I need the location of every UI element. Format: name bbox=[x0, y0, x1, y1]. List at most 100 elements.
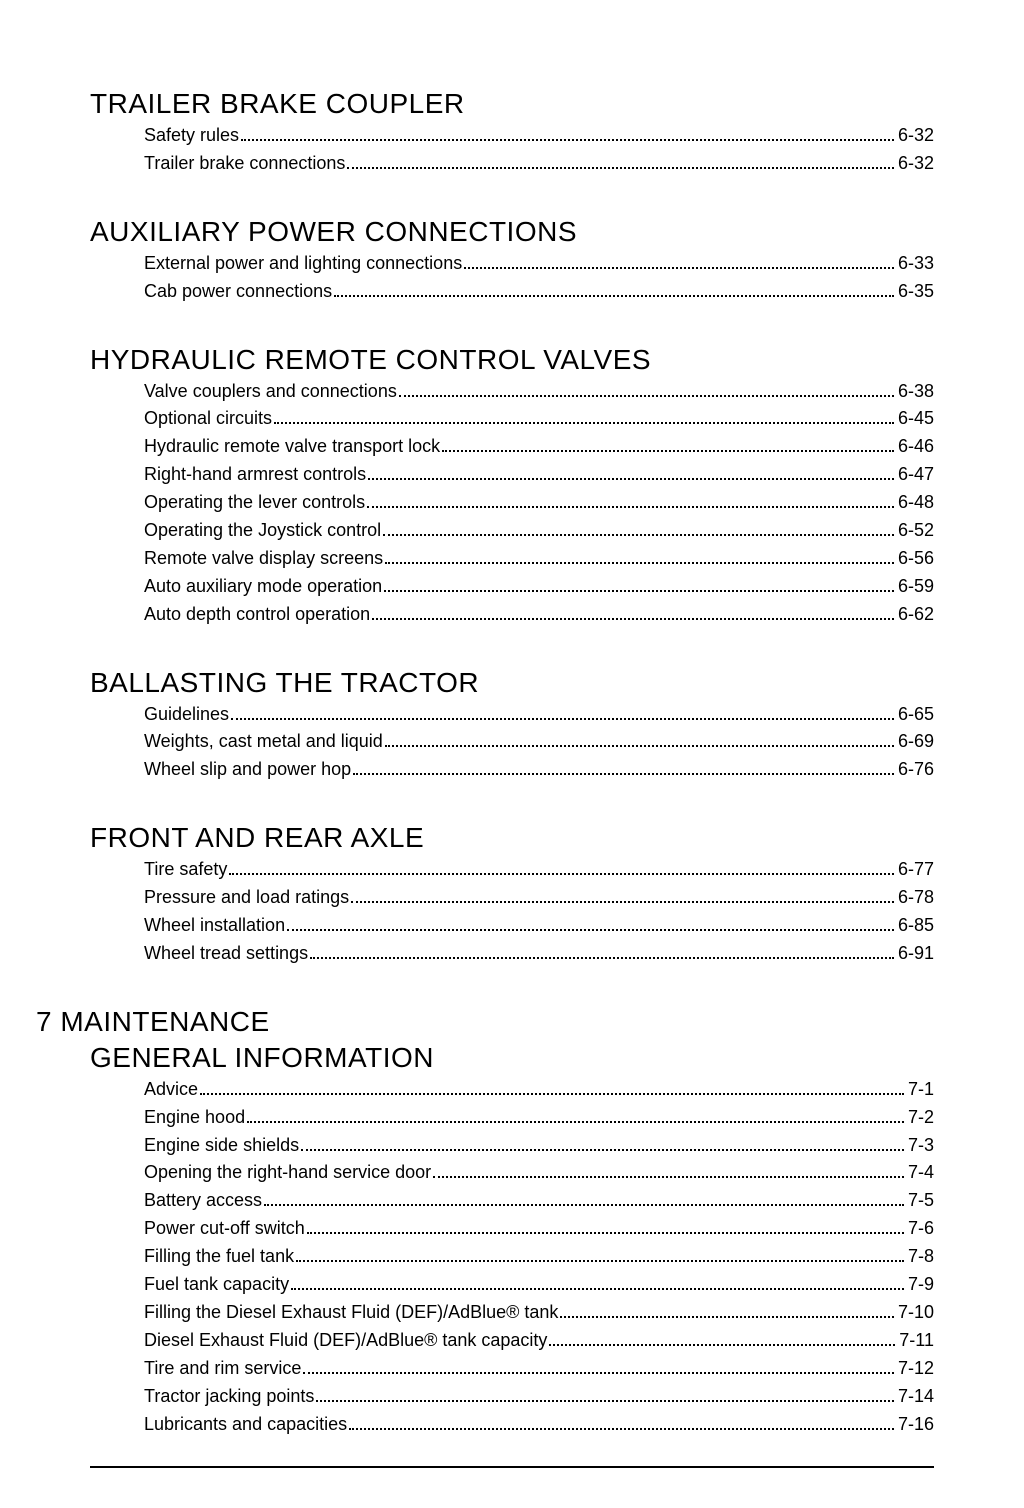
toc-label: Operating the Joystick control bbox=[144, 517, 381, 545]
toc-label: Weights, cast metal and liquid bbox=[144, 728, 383, 756]
toc-line: Filling the Diesel Exhaust Fluid (DEF)/A… bbox=[144, 1299, 934, 1327]
section-heading: FRONT AND REAR AXLE bbox=[90, 822, 934, 854]
dot-leader bbox=[310, 957, 894, 959]
toc-page: 7-16 bbox=[898, 1411, 934, 1439]
toc-line: Diesel Exhaust Fluid (DEF)/AdBlue® tank … bbox=[144, 1327, 934, 1355]
toc-line: Remote valve display screens 6-56 bbox=[144, 545, 934, 573]
toc-page: 6-91 bbox=[898, 940, 934, 968]
toc-label: Trailer brake connections bbox=[144, 150, 345, 178]
toc-line: Right-hand armrest controls 6-47 bbox=[144, 461, 934, 489]
dot-leader bbox=[200, 1093, 904, 1095]
toc-label: Auto depth control operation bbox=[144, 601, 370, 629]
dot-leader bbox=[296, 1260, 904, 1262]
section-heading: GENERAL INFORMATION bbox=[90, 1042, 934, 1074]
toc-label: Battery access bbox=[144, 1187, 262, 1215]
dot-leader bbox=[464, 267, 894, 269]
toc-line: Advice 7-1 bbox=[144, 1076, 934, 1104]
toc-label: Guidelines bbox=[144, 701, 229, 729]
toc-page: 6-69 bbox=[898, 728, 934, 756]
toc-page: 7-1 bbox=[908, 1076, 934, 1104]
toc-label: Engine side shields bbox=[144, 1132, 299, 1160]
toc-page: 6-78 bbox=[898, 884, 934, 912]
toc-page: 6-32 bbox=[898, 150, 934, 178]
toc-page: 6-52 bbox=[898, 517, 934, 545]
toc-line: Tractor jacking points 7-14 bbox=[144, 1383, 934, 1411]
toc-page: 7-10 bbox=[898, 1299, 934, 1327]
toc-page: 6-65 bbox=[898, 701, 934, 729]
dot-leader bbox=[247, 1121, 904, 1123]
section-heading: BALLASTING THE TRACTOR bbox=[90, 667, 934, 699]
toc-line: Auto depth control operation 6-62 bbox=[144, 601, 934, 629]
toc-line: Filling the fuel tank 7-8 bbox=[144, 1243, 934, 1271]
toc-label: Diesel Exhaust Fluid (DEF)/AdBlue® tank … bbox=[144, 1327, 547, 1355]
toc-line: Guidelines 6-65 bbox=[144, 701, 934, 729]
toc-label: Filling the Diesel Exhaust Fluid (DEF)/A… bbox=[144, 1299, 558, 1327]
toc-section: AUXILIARY POWER CONNECTIONS External pow… bbox=[90, 216, 934, 306]
toc-label: Remote valve display screens bbox=[144, 545, 383, 573]
toc-line: Operating the Joystick control 6-52 bbox=[144, 517, 934, 545]
toc-line: Trailer brake connections 6-32 bbox=[144, 150, 934, 178]
toc-page: 7-9 bbox=[908, 1271, 934, 1299]
toc-label: Wheel slip and power hop bbox=[144, 756, 351, 784]
dot-leader bbox=[231, 718, 894, 720]
toc-line: Wheel installation 6-85 bbox=[144, 912, 934, 940]
horizontal-rule bbox=[90, 1466, 934, 1468]
toc-label: Filling the fuel tank bbox=[144, 1243, 294, 1271]
toc-label: Lubricants and capacities bbox=[144, 1411, 347, 1439]
dot-leader bbox=[549, 1344, 895, 1346]
toc-label: Auto auxiliary mode operation bbox=[144, 573, 382, 601]
dot-leader bbox=[351, 901, 894, 903]
section-heading: AUXILIARY POWER CONNECTIONS bbox=[90, 216, 934, 248]
toc-label: Opening the right-hand service door bbox=[144, 1159, 431, 1187]
toc-line: Power cut-off switch 7-6 bbox=[144, 1215, 934, 1243]
toc-page: 6-45 bbox=[898, 405, 934, 433]
toc-label: Right-hand armrest controls bbox=[144, 461, 366, 489]
toc-page: 6-56 bbox=[898, 545, 934, 573]
toc-page: 6-59 bbox=[898, 573, 934, 601]
toc-label: Hydraulic remote valve transport lock bbox=[144, 433, 440, 461]
toc-section: FRONT AND REAR AXLE Tire safety 6-77 Pre… bbox=[90, 822, 934, 968]
toc-line: Tire and rim service 7-12 bbox=[144, 1355, 934, 1383]
toc-line: Battery access 7-5 bbox=[144, 1187, 934, 1215]
toc-page: 7-3 bbox=[908, 1132, 934, 1160]
toc-line: Engine side shields 7-3 bbox=[144, 1132, 934, 1160]
dot-leader bbox=[353, 773, 894, 775]
dot-leader bbox=[442, 450, 894, 452]
toc-label: Cab power connections bbox=[144, 278, 332, 306]
toc-page: 6-35 bbox=[898, 278, 934, 306]
dot-leader bbox=[383, 534, 894, 536]
toc-page: 7-11 bbox=[899, 1327, 934, 1355]
toc-label: Engine hood bbox=[144, 1104, 245, 1132]
toc-label: Wheel installation bbox=[144, 912, 285, 940]
toc-label: Power cut-off switch bbox=[144, 1215, 305, 1243]
dot-leader bbox=[372, 618, 894, 620]
dot-leader bbox=[367, 506, 894, 508]
dot-leader bbox=[368, 478, 894, 480]
toc-line: Cab power connections 6-35 bbox=[144, 278, 934, 306]
toc-line: Engine hood 7-2 bbox=[144, 1104, 934, 1132]
toc-line: Safety rules 6-32 bbox=[144, 122, 934, 150]
toc-page: 6-32 bbox=[898, 122, 934, 150]
dot-leader bbox=[264, 1204, 904, 1206]
toc-line: Weights, cast metal and liquid 6-69 bbox=[144, 728, 934, 756]
dot-leader bbox=[274, 422, 894, 424]
toc-line: Auto auxiliary mode operation 6-59 bbox=[144, 573, 934, 601]
toc-line: Wheel slip and power hop 6-76 bbox=[144, 756, 934, 784]
toc-page: 6-33 bbox=[898, 250, 934, 278]
toc-page: 6-76 bbox=[898, 756, 934, 784]
toc-line: Tire safety 6-77 bbox=[144, 856, 934, 884]
dot-leader bbox=[349, 1428, 894, 1430]
toc-label: Tractor jacking points bbox=[144, 1383, 314, 1411]
toc-line: Optional circuits 6-45 bbox=[144, 405, 934, 433]
toc-label: Tire and rim service bbox=[144, 1355, 301, 1383]
section-heading: TRAILER BRAKE COUPLER bbox=[90, 88, 934, 120]
toc-page: 6-85 bbox=[898, 912, 934, 940]
dot-leader bbox=[347, 167, 894, 169]
toc-page: 7-12 bbox=[898, 1355, 934, 1383]
toc-label: Wheel tread settings bbox=[144, 940, 308, 968]
toc-line: Operating the lever controls 6-48 bbox=[144, 489, 934, 517]
toc-line: Wheel tread settings 6-91 bbox=[144, 940, 934, 968]
toc-page: 6-46 bbox=[898, 433, 934, 461]
toc-label: Tire safety bbox=[144, 856, 227, 884]
toc-label: Optional circuits bbox=[144, 405, 272, 433]
